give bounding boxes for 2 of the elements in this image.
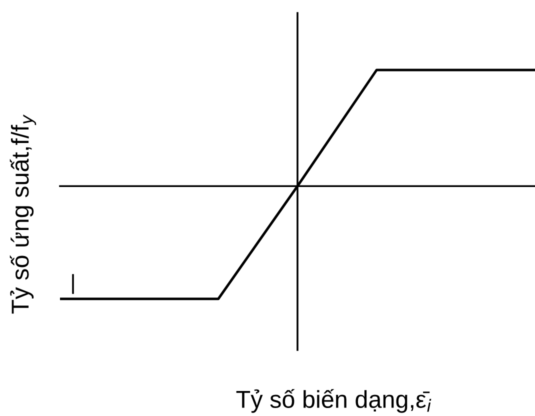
y-axis-title: Tỷ số ứng suất,f/f$_{y}$ xyxy=(10,114,36,314)
x-axis-title: Tỷ số biến dạng,ε̄$_{i}$ xyxy=(236,389,432,413)
